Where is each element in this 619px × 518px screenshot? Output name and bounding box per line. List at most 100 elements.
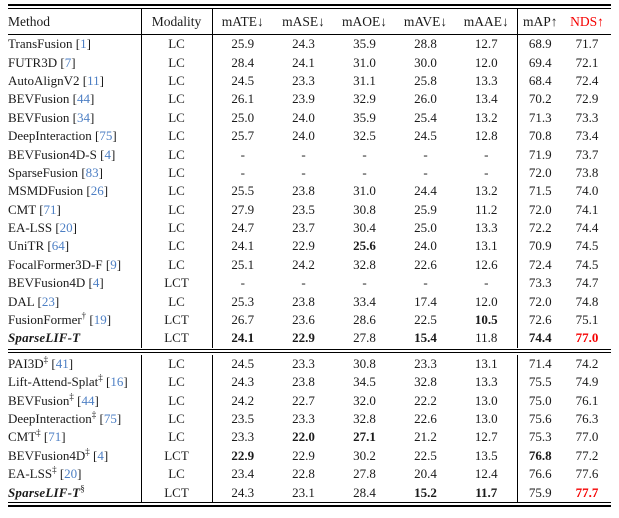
citation-ref[interactable]: [7]	[57, 54, 76, 70]
metric-cell: 10.5	[474, 312, 498, 328]
metric-cell: 30.0	[414, 54, 437, 70]
citation-ref-number[interactable]: 34	[77, 109, 90, 125]
citation-ref-number[interactable]: 71	[48, 429, 62, 445]
method-superscript: ‡	[69, 391, 74, 402]
metric-cell: 26.0	[414, 91, 437, 107]
method-name: FocalFormer3D-F	[8, 256, 103, 272]
metric-cell: 31.0	[353, 183, 376, 199]
metric-cell: 15.4	[414, 330, 437, 346]
citation-ref[interactable]: [83]	[78, 164, 103, 180]
citation-ref[interactable]: [64]	[44, 238, 70, 254]
method-superscript: ‡	[91, 409, 97, 420]
citation-ref-number[interactable]: 4	[104, 146, 111, 162]
table-row: EA-LSS [20] LC 24.7 23.7 30.4 25.0 13.3 72.2 74.…	[8, 218, 611, 238]
method-name: AutoAlignV2	[8, 72, 80, 88]
modality-cell: LC	[140, 200, 213, 219]
metric-cell: 11.7	[475, 484, 498, 500]
citation-ref[interactable]: [44]	[69, 91, 95, 107]
metric-cell: 75.3	[516, 428, 563, 447]
citation-ref[interactable]: [23]	[34, 293, 60, 309]
citation-ref-number[interactable]: 23	[41, 293, 55, 309]
citation-ref[interactable]: [75]	[91, 128, 117, 144]
metric-cell: 23.3	[414, 355, 437, 371]
metric-cell: 32.8	[414, 374, 437, 390]
citation-ref[interactable]: [26]	[83, 183, 109, 199]
citation-ref[interactable]: [20]	[52, 220, 77, 236]
metric-cell: 22.6	[414, 411, 437, 426]
citation-ref[interactable]: [71]	[35, 201, 61, 217]
metric-cell: -	[301, 164, 306, 180]
table-row: UniTR [64] LC 24.1 22.9 25.6 24.0 13.1 70.9 74.5	[8, 237, 611, 256]
metric-cell: 22.5	[414, 312, 437, 328]
citation-ref[interactable]: [19]	[86, 312, 112, 328]
citation-ref-number[interactable]: 11	[87, 72, 100, 88]
citation-ref-number[interactable]: 64	[51, 238, 65, 254]
citation-ref[interactable]: [11]	[79, 72, 104, 88]
citation-ref[interactable]: [1]	[72, 36, 91, 52]
metric-cell: 72.1	[575, 54, 599, 70]
citation-ref[interactable]: [4]	[89, 447, 109, 463]
metric-cell: 12.6	[474, 256, 498, 272]
metric-cell: 23.8	[292, 374, 315, 390]
metric-cell: 32.8	[353, 256, 376, 272]
citation-ref[interactable]: [75]	[96, 411, 122, 426]
citation-ref[interactable]: [71]	[40, 429, 66, 445]
method-name: SparseLIF-T	[8, 484, 81, 500]
metric-cell: -	[240, 275, 245, 291]
citation-ref-number[interactable]: 16	[110, 374, 124, 390]
citation-ref-number[interactable]: 83	[85, 164, 99, 180]
citation-ref-number[interactable]: 7	[64, 54, 72, 70]
col-header-mase: mASE↓	[273, 9, 334, 35]
metric-cell: 21.2	[414, 429, 437, 445]
metric-cell: 74.4	[575, 220, 599, 236]
method-cell: BEVFusion [44]	[8, 90, 141, 108]
metric-cell: 15.2	[414, 484, 437, 500]
metric-cell: 23.6	[292, 312, 315, 328]
citation-ref[interactable]: [20]	[56, 466, 82, 482]
metric-cell: 68.9	[516, 34, 563, 54]
citation-ref-number[interactable]: 41	[55, 355, 69, 371]
metric-cell: 30.8	[353, 355, 376, 371]
citation-ref-number[interactable]: 4	[97, 447, 104, 463]
citation-ref[interactable]: [44]	[73, 392, 99, 408]
citation-ref-number[interactable]: 4	[92, 275, 100, 291]
method-name: BEVFusion4D	[8, 275, 86, 291]
citation-ref[interactable]: [4]	[96, 146, 116, 162]
citation-ref-number[interactable]: 19	[93, 312, 107, 328]
metric-cell: 24.2	[231, 392, 255, 408]
citation-ref-number[interactable]: 75	[103, 411, 117, 426]
citation-ref-number[interactable]: 9	[110, 256, 117, 272]
citation-ref[interactable]: [4]	[85, 275, 104, 291]
method-cell: EA-LSS [20]	[8, 219, 141, 237]
metric-cell: 12.8	[474, 128, 498, 144]
citation-ref-number[interactable]: 20	[64, 466, 78, 482]
table-row: Lift-Attend-Splat‡ [16] LC 24.3 23.8 34.5 32.…	[8, 373, 611, 392]
metric-cell: 13.3	[474, 374, 498, 390]
modality-cell: LC	[140, 292, 213, 311]
metric-cell: 12.4	[474, 466, 498, 482]
citation-ref-number[interactable]: 20	[59, 220, 73, 236]
table-bottom-rule	[8, 501, 611, 507]
citation-ref-number[interactable]: 44	[77, 91, 90, 107]
metric-cell: 26.7	[231, 312, 255, 328]
citation-ref-number[interactable]: 71	[43, 201, 57, 217]
citation-ref[interactable]: [34]	[69, 109, 95, 125]
metric-cell: 24.3	[231, 374, 255, 390]
method-superscript: ‡	[43, 354, 49, 365]
table-row: BEVFusion4D [4] LCT - - - - -73.3 74.7	[8, 274, 611, 293]
citation-ref-number[interactable]: 26	[90, 183, 104, 199]
citation-ref-number[interactable]: 44	[81, 392, 95, 408]
citation-ref-number[interactable]: 1	[80, 36, 87, 52]
metric-cell: 32.0	[353, 392, 376, 408]
citation-ref[interactable]: [16]	[102, 374, 128, 390]
citation-ref[interactable]: [41]	[48, 355, 74, 371]
modality-cell: LC	[140, 409, 213, 429]
metric-cell: 71.7	[575, 36, 599, 52]
section-divider	[8, 348, 611, 355]
metric-cell: 75.1	[575, 312, 599, 328]
metric-cell: 23.3	[292, 72, 315, 88]
citation-ref-number[interactable]: 75	[99, 128, 113, 144]
citation-ref[interactable]: [9]	[102, 256, 122, 272]
method-name: PAI3D	[8, 355, 44, 371]
metric-cell: 75.5	[516, 373, 563, 392]
